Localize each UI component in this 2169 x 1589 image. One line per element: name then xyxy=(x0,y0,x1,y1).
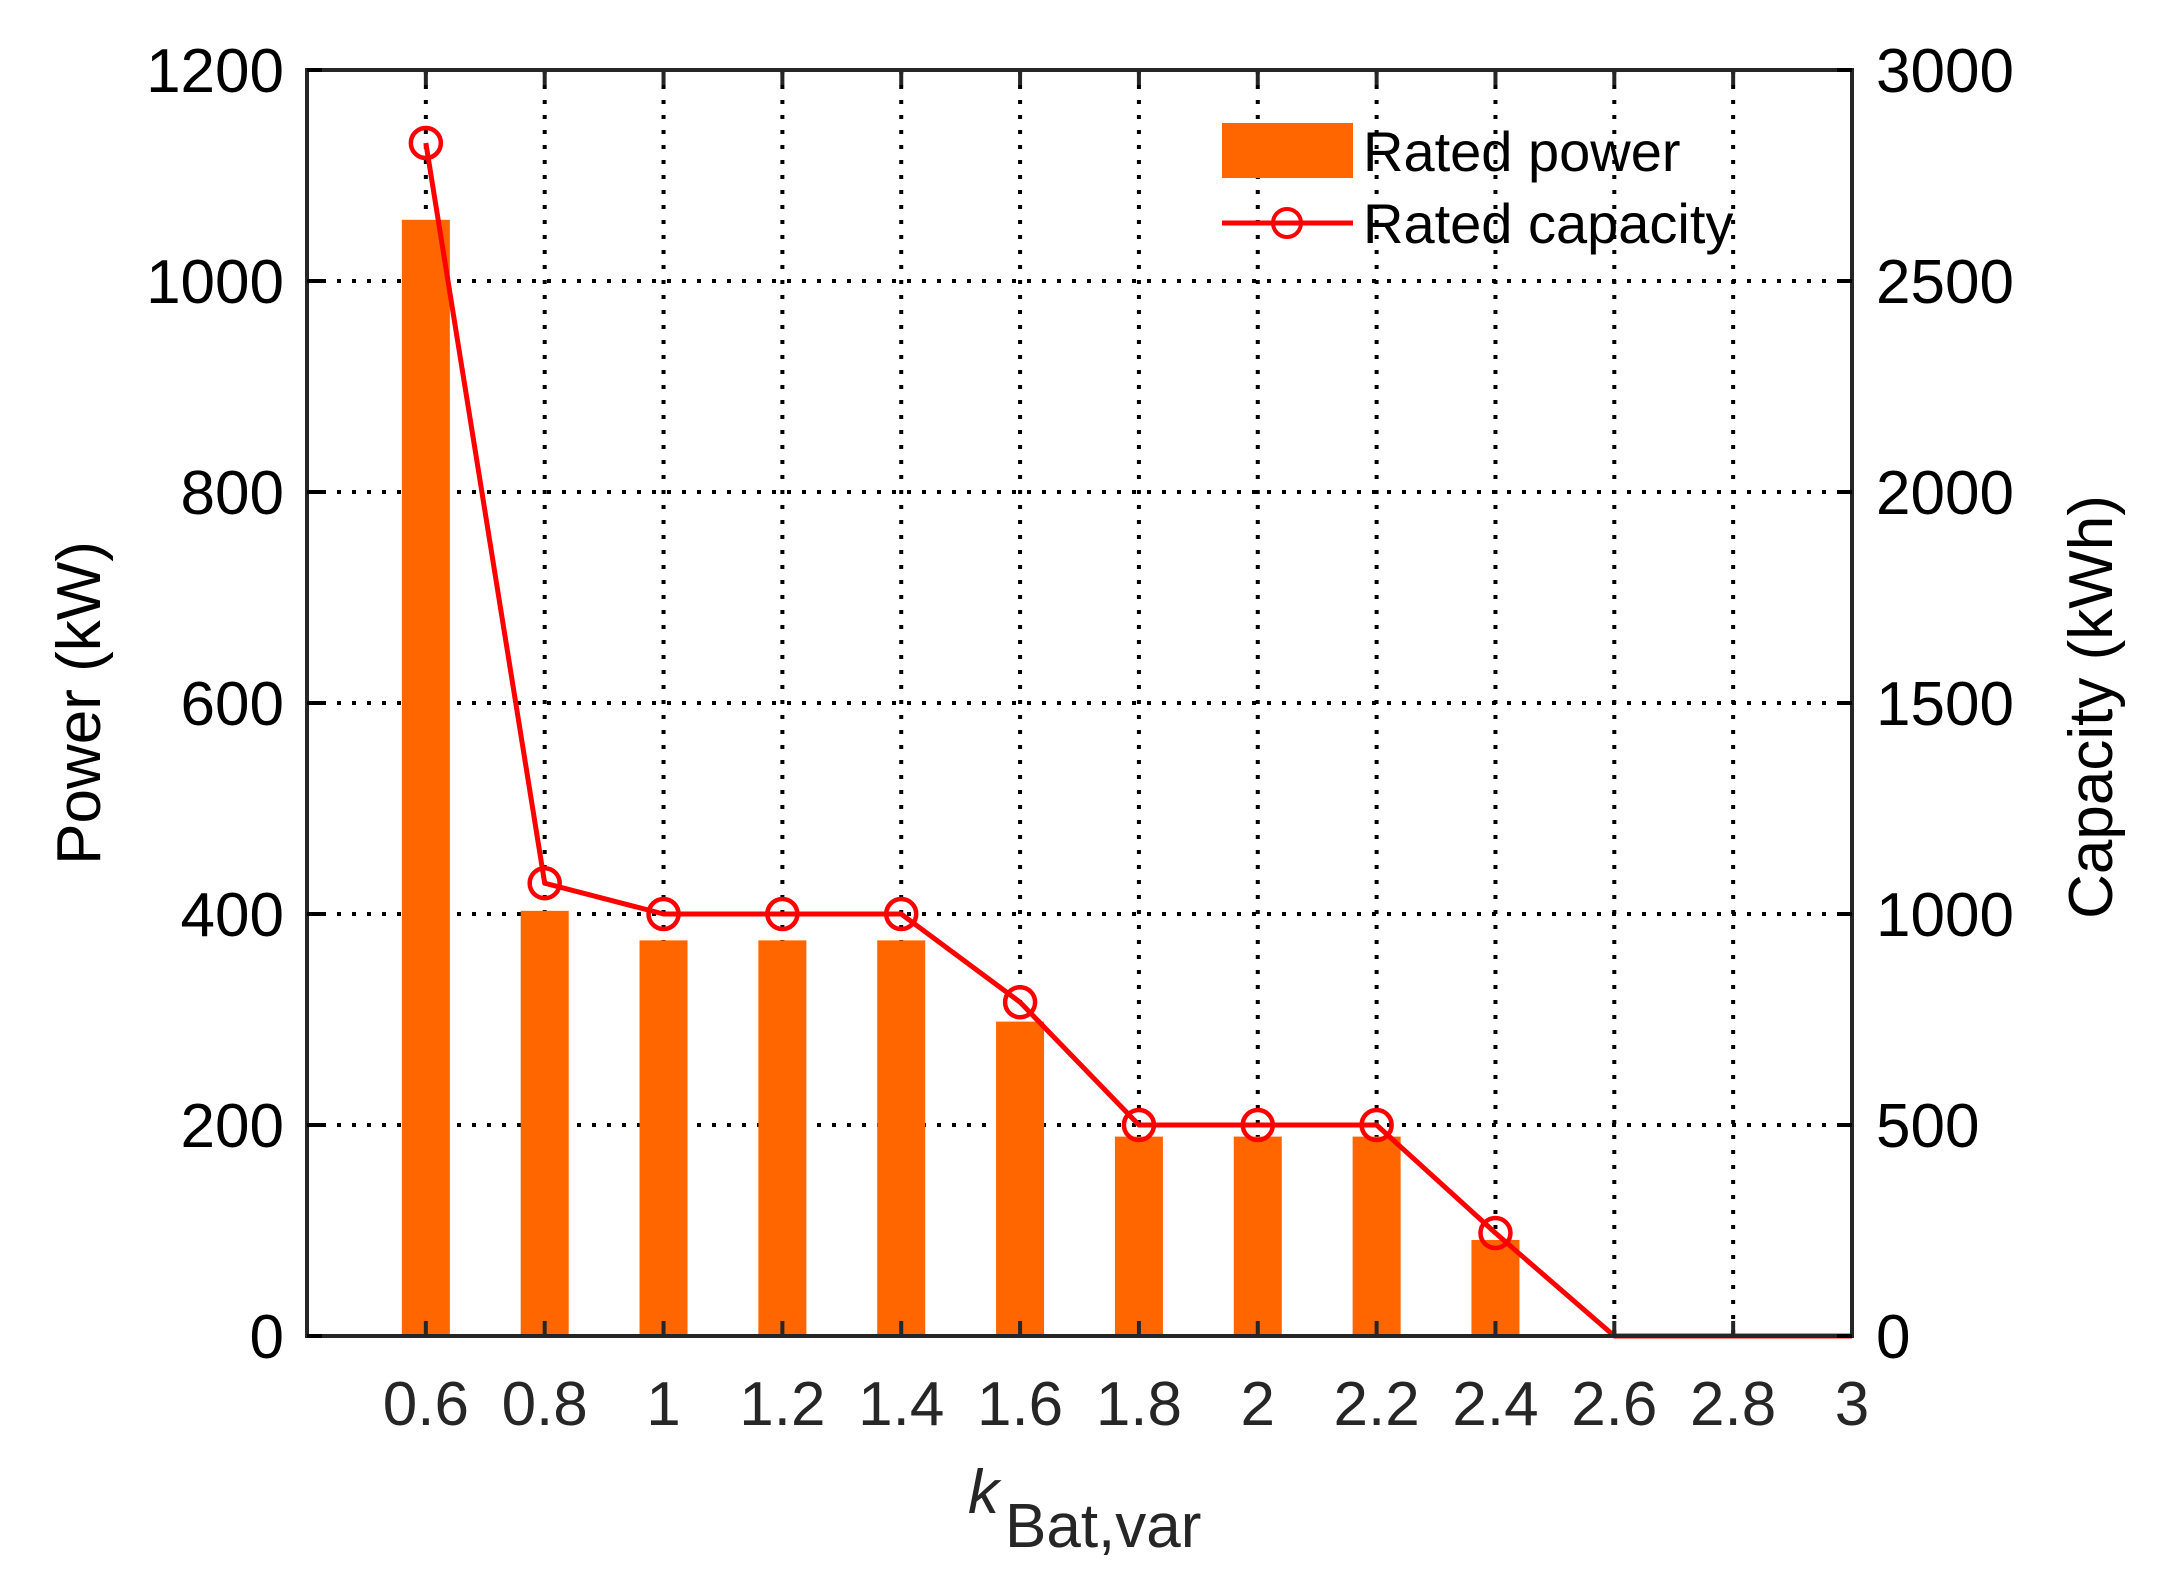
bar-rated-power xyxy=(996,1021,1045,1336)
bar-rated-power xyxy=(877,940,926,1336)
marker-rated-capacity xyxy=(1359,1107,1394,1143)
marker-rated-capacity xyxy=(408,125,444,161)
x-tick-label: 1.4 xyxy=(858,1370,944,1439)
y2-tick-label: 1500 xyxy=(1876,670,2014,739)
marker-rated-capacity xyxy=(765,896,800,932)
y-tick-label: 1200 xyxy=(146,37,284,106)
legend-circle-marker-icon xyxy=(1271,207,1303,239)
plot-axes xyxy=(305,68,1854,1338)
y-axis-label: Power (kW) xyxy=(45,541,114,865)
bar-rated-power xyxy=(1233,1136,1282,1336)
rated-power-bars xyxy=(401,219,1520,1336)
x-tick-label: 2.2 xyxy=(1334,1370,1420,1439)
marker-rated-capacity xyxy=(1002,984,1038,1020)
left-y-tick-labels: 0 200 400 600 800 1000 1200 xyxy=(146,37,284,1372)
marker-rated-capacity xyxy=(883,896,919,932)
y-tick-label: 1000 xyxy=(146,248,284,317)
y2-tick-label: 0 xyxy=(1876,1303,1910,1372)
y-tick-label: 600 xyxy=(181,670,284,739)
legend-label-rated-capacity: Rated capacity xyxy=(1363,192,1733,255)
y2-axis-label: Capacity (kWh) xyxy=(2057,495,2126,919)
right-y-tick-labels: 0 500 1000 1500 2000 2500 3000 xyxy=(1876,37,2014,1372)
x-tick-label: 2 xyxy=(1241,1370,1275,1439)
x-axis-label: kBat,var xyxy=(968,1458,1201,1561)
x-tick-label: 1.6 xyxy=(977,1370,1063,1439)
y-tick-label: 400 xyxy=(181,881,284,950)
marker-rated-capacity xyxy=(527,865,562,901)
x-tick-label: 0.8 xyxy=(502,1370,588,1439)
y-tick-label: 0 xyxy=(250,1303,284,1372)
y-tick-label: 800 xyxy=(181,459,284,528)
legend-bar-swatch-icon xyxy=(1222,123,1353,178)
x-tick-label: 2.6 xyxy=(1571,1370,1657,1439)
y2-tick-label: 1000 xyxy=(1876,881,2014,950)
x-tick-labels: 0.6 0.8 1 1.2 1.4 1.6 1.8 2 2.2 2.4 2.6 2.8 3 xyxy=(383,1370,1869,1439)
bar-rated-power xyxy=(520,910,569,1336)
bar-rated-power xyxy=(1352,1136,1401,1336)
x-axis-label-main: k xyxy=(968,1458,1002,1527)
bar-rated-power xyxy=(1114,1136,1163,1336)
x-tick-label: 1.8 xyxy=(1096,1370,1182,1439)
marker-rated-capacity xyxy=(1478,1215,1513,1251)
legend-label-rated-power: Rated power xyxy=(1363,120,1681,183)
marker-rated-capacity xyxy=(1121,1107,1157,1143)
x-axis-label-subscript: Bat,var xyxy=(1005,1492,1201,1561)
y2-tick-label: 2000 xyxy=(1876,459,2014,528)
bar-rated-power xyxy=(1471,1239,1520,1336)
marker-rated-capacity xyxy=(1240,1107,1276,1143)
x-tick-label: 3 xyxy=(1835,1370,1869,1439)
x-tick-label: 0.6 xyxy=(383,1370,469,1439)
x-tick-label: 2.4 xyxy=(1452,1370,1538,1439)
bar-rated-power xyxy=(639,940,688,1336)
y2-tick-label: 3000 xyxy=(1876,37,2014,106)
y2-tick-label: 500 xyxy=(1876,1092,1979,1161)
marker-rated-capacity xyxy=(646,896,681,932)
x-tick-label: 1.2 xyxy=(739,1370,825,1439)
legend: Rated power Rated capacity xyxy=(1222,120,1733,255)
x-tick-label: 2.8 xyxy=(1690,1370,1776,1439)
bar-rated-power xyxy=(401,219,450,1336)
y-tick-label: 200 xyxy=(181,1092,284,1161)
x-tick-label: 1 xyxy=(646,1370,680,1439)
y2-tick-label: 2500 xyxy=(1876,248,2014,317)
bar-rated-power xyxy=(758,940,807,1336)
